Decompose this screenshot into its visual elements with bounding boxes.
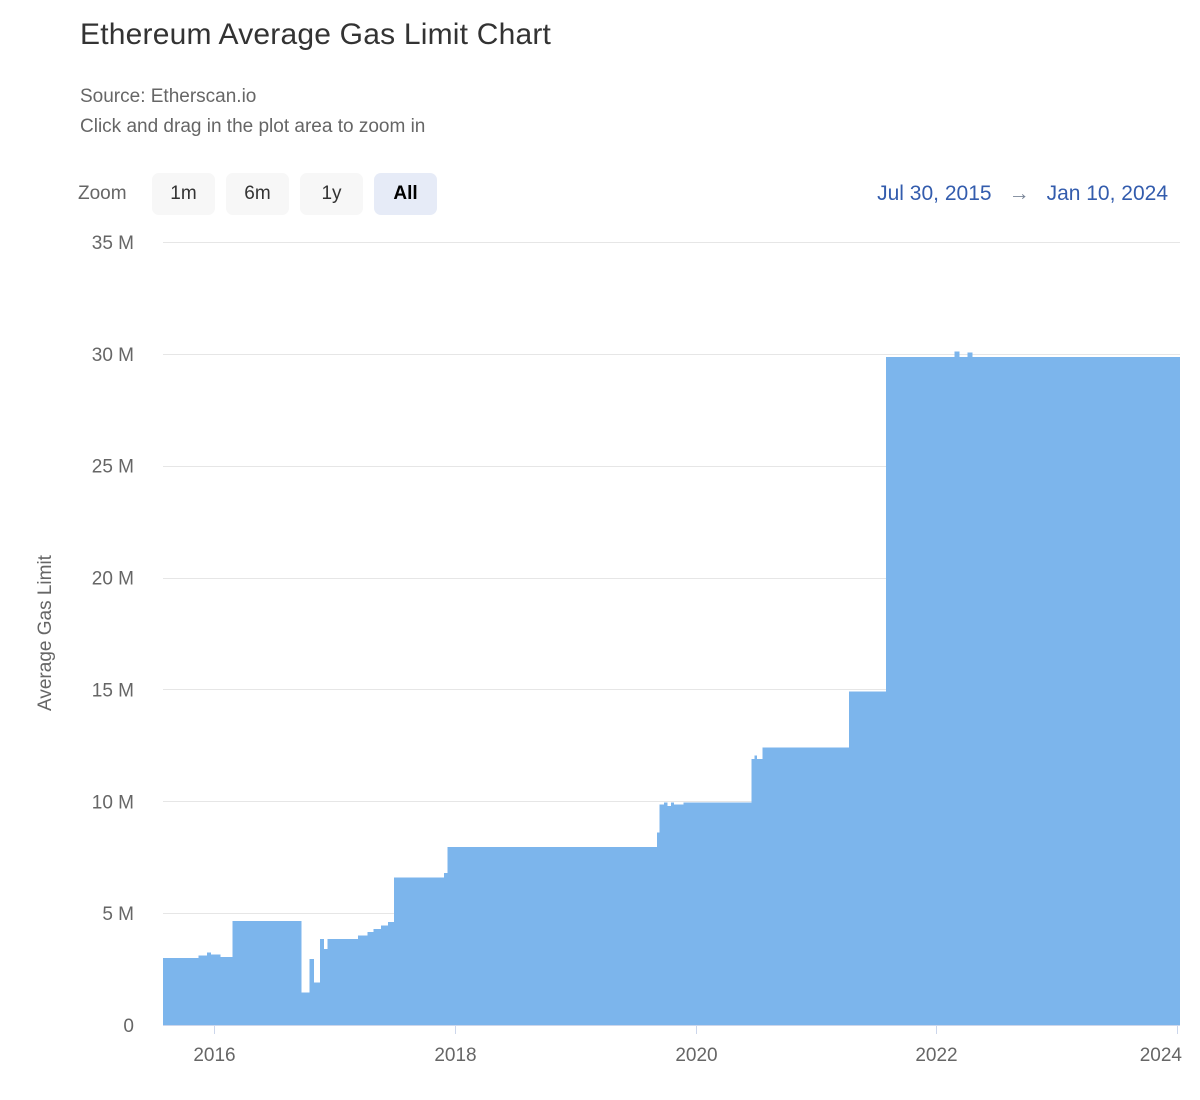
x-axis-tick-label: 2022 [915, 1045, 957, 1066]
y-axis-tick-label: 15 M [92, 680, 134, 701]
x-axis-tick-label: 2020 [675, 1045, 717, 1066]
gas-limit-area-chart[interactable]: 0 5 M 10 M 15 M 20 M 25 M 30 M 35 M 2016 2018 2020… [0, 0, 1200, 1100]
y-axis-tick-label: 30 M [92, 345, 134, 366]
y-axis-tick-label: 0 [123, 1016, 134, 1037]
x-axis-tick-label: 2024 [1140, 1045, 1183, 1066]
y-axis-tick-label: 25 M [92, 457, 134, 478]
area-series[interactable] [163, 352, 1180, 1025]
chart-card: Ethereum Average Gas Limit Chart Source:… [0, 0, 1200, 1100]
x-axis-tick-label: 2016 [193, 1045, 235, 1066]
x-axis-tick-label: 2018 [434, 1045, 476, 1066]
y-axis-tick-label: 20 M [92, 569, 134, 590]
y-axis-tick-label: 5 M [102, 904, 134, 925]
y-axis-tick-label: 35 M [92, 233, 134, 254]
y-axis-tick-label: 10 M [92, 792, 134, 813]
